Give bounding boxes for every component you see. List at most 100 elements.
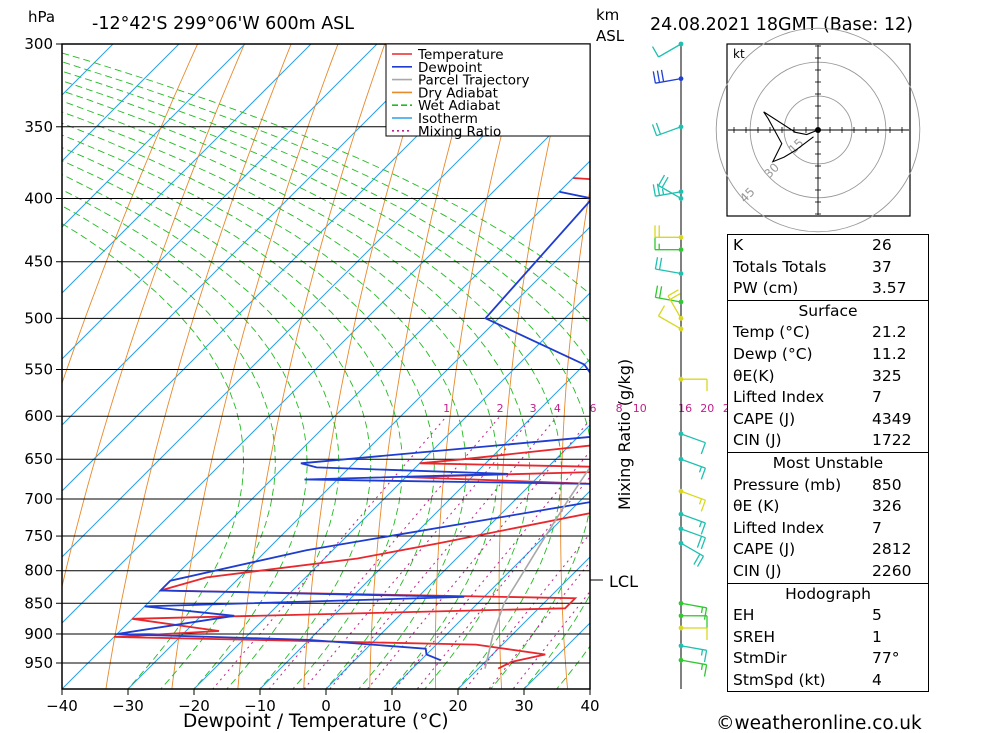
index-label: CAPE (J) xyxy=(733,540,796,559)
wind-level-dot xyxy=(678,613,684,619)
isotherm-line xyxy=(62,44,246,228)
dry-adiabat-line xyxy=(237,44,386,689)
index-label: PW (cm) xyxy=(733,279,799,298)
wind-barb xyxy=(680,645,707,651)
wind-level-dot xyxy=(678,76,684,82)
index-label: StmSpd (kt) xyxy=(733,670,826,689)
wind-level-dot xyxy=(678,315,684,321)
temperature-tick-label: −30 xyxy=(112,697,144,715)
index-row: Lifted Index 7 xyxy=(728,387,928,409)
index-label: θE (K) xyxy=(733,497,780,516)
pressure-tick-label: 750 xyxy=(24,527,53,545)
legend-box xyxy=(385,43,591,137)
datetime-title: 24.08.2021 18GMT (Base: 12) xyxy=(650,15,913,35)
index-row: Lifted Index 7 xyxy=(728,518,928,540)
dry-adiabat-line xyxy=(620,0,687,717)
temperature-tick-label: 30 xyxy=(514,697,533,715)
wind-barb-flag xyxy=(660,69,665,82)
wind-barb-flag xyxy=(700,442,707,455)
wind-barb xyxy=(680,513,706,524)
index-value: 3.57 xyxy=(872,279,907,298)
hodograph-origin xyxy=(815,127,821,133)
index-row: StmDir 77° xyxy=(728,648,928,670)
height-unit: km xyxy=(596,6,619,24)
wind-barb xyxy=(680,433,706,444)
wind-barb-flag xyxy=(658,286,663,299)
wind-level-dot xyxy=(678,271,684,276)
index-value: 7 xyxy=(872,388,882,407)
index-value: 21.2 xyxy=(872,323,907,342)
wind-level-dot xyxy=(678,643,684,649)
wind-level-dot xyxy=(678,625,684,631)
mixing-ratio-label: 3 xyxy=(530,402,537,415)
parcel-trajectory-line xyxy=(484,465,590,669)
wind-level-dot xyxy=(678,234,684,240)
wind-level-dot xyxy=(678,456,684,462)
indices-table: K 26 Totals Totals 37 PW (cm) 3.57 Surface Te… xyxy=(727,234,929,693)
wind-barb-flag xyxy=(654,285,659,298)
x-axis-label: Dewpoint / Temperature (°C) xyxy=(183,711,449,732)
dry-adiabat-line xyxy=(62,44,199,385)
mixing-ratio-line xyxy=(464,532,590,689)
index-row: Temp (°C) 21.2 xyxy=(728,322,928,344)
wind-barb-flag xyxy=(700,467,707,480)
wind-barb xyxy=(658,315,682,330)
dry-adiabat-line xyxy=(943,0,1000,717)
mixing-ratio-axis-label: Mixing Ratio (g/kg) xyxy=(615,359,634,510)
mixing-ratio-label: 6 xyxy=(590,402,597,415)
wind-barb-flag xyxy=(656,183,661,196)
index-label: CIN (J) xyxy=(733,431,782,450)
wind-level-dot xyxy=(678,189,684,195)
wind-barb-flag xyxy=(655,122,662,135)
dry-adiabat-line xyxy=(62,44,245,589)
wind-barb xyxy=(680,602,707,609)
index-row: CAPE (J) 4349 xyxy=(728,409,928,431)
temperature-tick-label: −20 xyxy=(178,697,210,715)
index-row: K 26 xyxy=(728,235,928,257)
wind-barb xyxy=(667,295,682,319)
index-value: 4349 xyxy=(872,409,912,428)
dry-adiabat-line xyxy=(678,0,732,717)
isotherm-line xyxy=(259,358,590,689)
legend-entry: Dry Adiabat xyxy=(418,85,498,101)
dry-adiabat-line xyxy=(560,186,590,689)
index-label: EH xyxy=(733,606,755,625)
wind-barb-flag xyxy=(700,606,704,614)
index-label: StmDir xyxy=(733,649,787,668)
hodograph-unit: kt xyxy=(733,47,745,61)
mixing-ratio-label: 1 xyxy=(443,402,450,415)
index-value: 37 xyxy=(872,257,892,276)
index-value: 1722 xyxy=(872,431,912,450)
index-row: CAPE (J) 2812 xyxy=(728,539,928,561)
isotherm-line xyxy=(62,44,114,96)
index-label: Totals Totals xyxy=(733,257,827,276)
legend-entry: Wet Adiabat xyxy=(418,98,500,114)
wind-level-dot xyxy=(678,657,684,663)
wind-barb-flag xyxy=(652,71,657,84)
wind-level-dot xyxy=(678,540,684,546)
index-value: 1 xyxy=(872,627,882,646)
pressure-tick-label: 500 xyxy=(24,309,53,327)
location-title: -12°42'S 299°06'W 600m ASL xyxy=(92,14,354,34)
index-value: 11.2 xyxy=(872,344,907,363)
legend-entry: Parcel Trajectory xyxy=(418,73,530,89)
pressure-tick-label: 550 xyxy=(24,361,53,379)
wet-adiabat-line xyxy=(62,147,403,689)
hodograph-ring xyxy=(715,27,921,233)
hodograph-header: Hodograph xyxy=(728,582,928,606)
mixing-ratio-line xyxy=(329,415,558,689)
wind-barb-flag xyxy=(651,46,660,58)
index-label: K xyxy=(733,236,744,254)
index-label: θE(K) xyxy=(733,366,775,385)
index-row: CIN (J) 1722 xyxy=(728,430,928,452)
pressure-tick-label: 950 xyxy=(24,654,53,672)
index-label: Lifted Index xyxy=(733,388,825,407)
wind-barb-flag xyxy=(657,174,666,186)
wind-barb xyxy=(680,458,706,469)
temperature-tick-label: 20 xyxy=(448,697,467,715)
dry-adiabat-line xyxy=(171,44,339,689)
wet-adiabat-line xyxy=(62,205,276,689)
wind-barb-flag xyxy=(700,663,704,671)
wind-level-dot xyxy=(678,600,684,606)
